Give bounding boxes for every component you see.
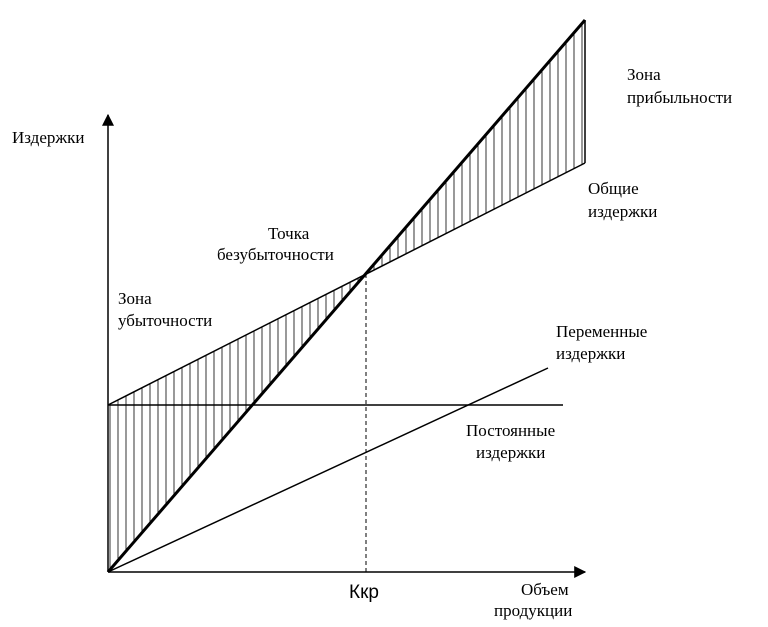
total-costs-line [107, 162, 586, 406]
breakeven-label-line1: Точка [268, 224, 310, 243]
profit-zone-label-line1: Зона [627, 65, 661, 84]
revenue-line [106, 19, 587, 573]
loss-zone-hatching [109, 278, 359, 570]
x-axis-label-line1: Объем [521, 580, 569, 599]
fixed-costs-label-line1: Постоянные [466, 421, 555, 440]
loss-zone-label-line2: убыточности [118, 311, 212, 330]
total-costs-label-line2: издержки [588, 202, 657, 221]
total-costs-label-line1: Общие [588, 179, 639, 198]
profit-zone-label-line2: прибыльности [627, 88, 732, 107]
variable-costs-label-line1: Переменные [556, 322, 647, 341]
x-axis-label-line2: продукции [494, 601, 572, 620]
variable-costs-line [107, 367, 549, 573]
critical-volume-label: Ккр [349, 582, 379, 603]
fixed-costs-label-line2: издержки [476, 443, 545, 462]
variable-costs-label-line2: издержки [556, 344, 625, 363]
breakeven-label-line2: безубыточности [217, 245, 334, 264]
y-axis-label: Издержки [12, 128, 84, 147]
profit-zone-hatching [365, 23, 583, 275]
loss-zone-label-line1: Зона [118, 289, 152, 308]
